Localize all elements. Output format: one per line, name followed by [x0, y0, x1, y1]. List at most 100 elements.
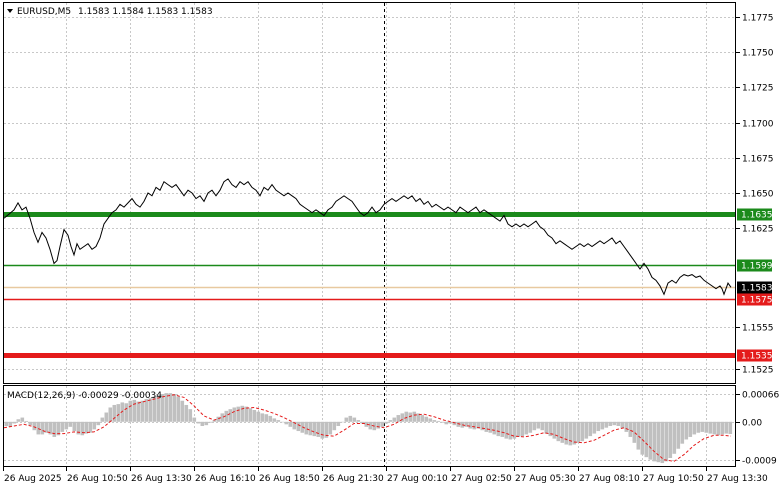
- macd-bar: [648, 421, 653, 460]
- macd-bar: [184, 404, 189, 422]
- macd-bar: [272, 418, 277, 422]
- macd-bar: [168, 393, 173, 422]
- macd-bar: [472, 421, 477, 430]
- macd-bar: [700, 421, 705, 432]
- macd-bar: [484, 421, 489, 432]
- macd-bar: [564, 421, 569, 445]
- macd-bar: [628, 421, 633, 437]
- price-tick-label: 1.1675: [742, 155, 774, 165]
- time-tick-label: 26 Aug 2025: [4, 474, 62, 484]
- macd-tick-label: -0.0009: [742, 457, 777, 467]
- macd-bar: [568, 421, 573, 446]
- macd-bar: [664, 421, 669, 462]
- macd-bar: [164, 393, 169, 422]
- macd-bar: [408, 412, 413, 422]
- macd-bar: [64, 421, 69, 430]
- time-axis[interactable]: 26 Aug 2025 26 Aug 10:50 26 Aug 13:30 26 Au…: [3, 467, 768, 484]
- macd-axis[interactable]: 0.00066 0.00 -0.0009: [736, 391, 779, 467]
- macd-bar: [480, 421, 485, 431]
- price-grid: [4, 3, 735, 383]
- macd-bar: [128, 400, 133, 422]
- macd-bar: [348, 415, 353, 422]
- macd-bar: [228, 409, 233, 422]
- macd-bar: [16, 419, 21, 422]
- macd-bar: [552, 421, 557, 439]
- macd-bar: [488, 421, 493, 433]
- macd-bar: [264, 414, 269, 422]
- macd-bar: [56, 421, 61, 436]
- time-tick-label: 27 Aug 05:30: [515, 474, 576, 484]
- macd-bar: [544, 421, 549, 434]
- macd-bar: [456, 421, 461, 427]
- macd-bar: [572, 421, 577, 445]
- macd-bar: [40, 421, 45, 435]
- macd-bar: [324, 421, 329, 438]
- price-tick-label: 1.1775: [742, 14, 774, 24]
- macd-histogram: [4, 393, 733, 464]
- macd-bar: [72, 421, 77, 432]
- price-tick-label: 1.1650: [742, 190, 774, 200]
- price-axis[interactable]: 1.1775 1.1750 1.1725 1.1700 1.1675 1.1650 1.16…: [736, 14, 774, 376]
- macd-bar: [208, 421, 213, 423]
- macd-bar: [108, 407, 113, 422]
- macd-bar: [148, 398, 153, 422]
- macd-bar: [196, 421, 201, 424]
- macd-bar: [400, 413, 405, 422]
- macd-bar: [12, 421, 17, 424]
- macd-bar: [392, 417, 397, 422]
- macd-bar: [144, 399, 149, 422]
- time-tick-label: 26 Aug 18:50: [259, 474, 320, 484]
- macd-bar: [104, 412, 109, 422]
- price-tick-label: 1.1700: [742, 120, 774, 130]
- macd-bar: [316, 421, 321, 437]
- macd-bar: [232, 407, 237, 422]
- macd-bar: [376, 421, 381, 429]
- macd-bar: [416, 413, 421, 422]
- macd-bar: [292, 421, 297, 430]
- macd-bar: [220, 413, 225, 422]
- macd-bar: [212, 420, 217, 422]
- price-tick-label: 1.1725: [742, 84, 774, 94]
- macd-bar: [328, 421, 333, 435]
- macd-bar: [464, 421, 469, 427]
- macd-bar: [576, 421, 581, 443]
- macd-bar: [500, 421, 505, 437]
- symbol-label: EURUSD,M5: [17, 7, 71, 17]
- macd-bar: [132, 399, 137, 422]
- macd-bar: [692, 421, 697, 435]
- time-tick-label: 27 Aug 10:50: [643, 474, 704, 484]
- macd-bar: [256, 411, 261, 422]
- dropdown-arrow-icon[interactable]: [7, 9, 13, 13]
- price-tick-label: 1.1555: [742, 324, 774, 334]
- macd-bar: [248, 408, 253, 422]
- macd-bar: [304, 421, 309, 435]
- macd-bar: [312, 421, 317, 437]
- macd-bar: [716, 421, 721, 436]
- macd-bar: [680, 421, 685, 444]
- macd-bar: [404, 411, 409, 422]
- macd-bar: [508, 421, 513, 440]
- macd-bar: [280, 421, 285, 423]
- macd-bar: [32, 421, 37, 431]
- macd-bar: [340, 421, 345, 423]
- macd-bar: [180, 400, 185, 422]
- macd-bar: [616, 421, 621, 426]
- macd-bar: [20, 417, 25, 422]
- macd-bar: [420, 415, 425, 422]
- macd-bar: [360, 421, 365, 424]
- macd-bar: [240, 405, 245, 422]
- macd-bar: [4, 421, 9, 426]
- level-1599-tag: [737, 259, 772, 272]
- macd-bar: [44, 421, 49, 433]
- macd-bar: [156, 395, 161, 422]
- macd-bar: [344, 417, 349, 422]
- macd-bar: [172, 394, 177, 422]
- macd-bar: [276, 420, 281, 422]
- macd-bar: [332, 421, 337, 431]
- macd-bar: [600, 421, 605, 430]
- macd-bar: [684, 421, 689, 440]
- price-tick-label: 1.1525: [742, 366, 774, 376]
- macd-bar: [448, 421, 453, 424]
- macd-bar: [604, 421, 609, 428]
